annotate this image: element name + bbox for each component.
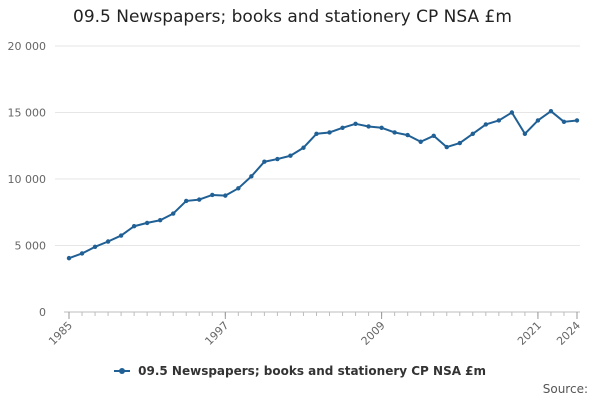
y-tick-label: 20 000 xyxy=(8,40,47,53)
series-layer xyxy=(66,108,580,261)
x-tick-label: 2009 xyxy=(359,319,388,348)
data-point xyxy=(379,125,384,130)
data-point xyxy=(171,211,176,216)
axes: 0 5 000 10 000 15 000 20 000 1985 1997 2009 2021… xyxy=(8,40,584,348)
data-point xyxy=(561,119,567,125)
data-point xyxy=(431,133,436,138)
data-point xyxy=(92,244,98,250)
legend-label: 09.5 Newspapers; books and stationery CP… xyxy=(138,364,487,378)
data-point xyxy=(301,145,306,150)
data-point xyxy=(118,233,124,238)
legend-swatch xyxy=(113,367,130,374)
data-point xyxy=(210,192,215,198)
data-point xyxy=(249,174,254,179)
x-tick-label: 1997 xyxy=(202,319,231,348)
data-point xyxy=(483,122,489,127)
data-point xyxy=(340,125,345,130)
data-point xyxy=(79,251,85,256)
data-point xyxy=(548,108,554,114)
data-point xyxy=(470,131,475,136)
data-point xyxy=(262,159,267,164)
grid-lines xyxy=(55,45,580,246)
data-point xyxy=(405,132,410,138)
data-point xyxy=(236,186,241,191)
data-point xyxy=(66,255,72,261)
x-tick-label: 2021 xyxy=(515,319,544,348)
data-point xyxy=(444,144,449,150)
data-point xyxy=(418,139,423,144)
data-point xyxy=(144,220,150,226)
data-point xyxy=(496,118,502,123)
data-point xyxy=(184,198,189,204)
data-point xyxy=(197,197,202,202)
data-point xyxy=(353,121,358,127)
y-tick-label: 10 000 xyxy=(8,173,47,186)
chart-title: 09.5 Newspapers; books and stationery CP… xyxy=(73,7,512,27)
data-point xyxy=(223,193,228,198)
data-point xyxy=(509,110,515,115)
data-point xyxy=(535,118,541,123)
y-tick-label: 0 xyxy=(39,306,46,319)
data-point xyxy=(275,156,280,162)
data-point xyxy=(522,131,528,136)
y-tick-label: 15 000 xyxy=(8,107,47,120)
data-point xyxy=(574,118,580,123)
x-tick-label: 2024 xyxy=(554,319,583,348)
legend: 09.5 Newspapers; books and stationery CP… xyxy=(0,364,600,378)
series-line xyxy=(68,110,578,260)
data-point xyxy=(327,130,332,135)
data-point xyxy=(157,218,163,223)
data-point xyxy=(366,124,371,129)
data-point xyxy=(314,131,319,136)
data-point xyxy=(288,153,293,158)
source-label: Source: xyxy=(542,382,588,396)
x-tick-label: 1985 xyxy=(46,319,75,348)
data-point xyxy=(392,130,397,135)
data-point xyxy=(105,239,111,244)
data-point xyxy=(457,140,462,146)
y-tick-label: 5 000 xyxy=(15,240,47,253)
data-point xyxy=(131,224,137,229)
